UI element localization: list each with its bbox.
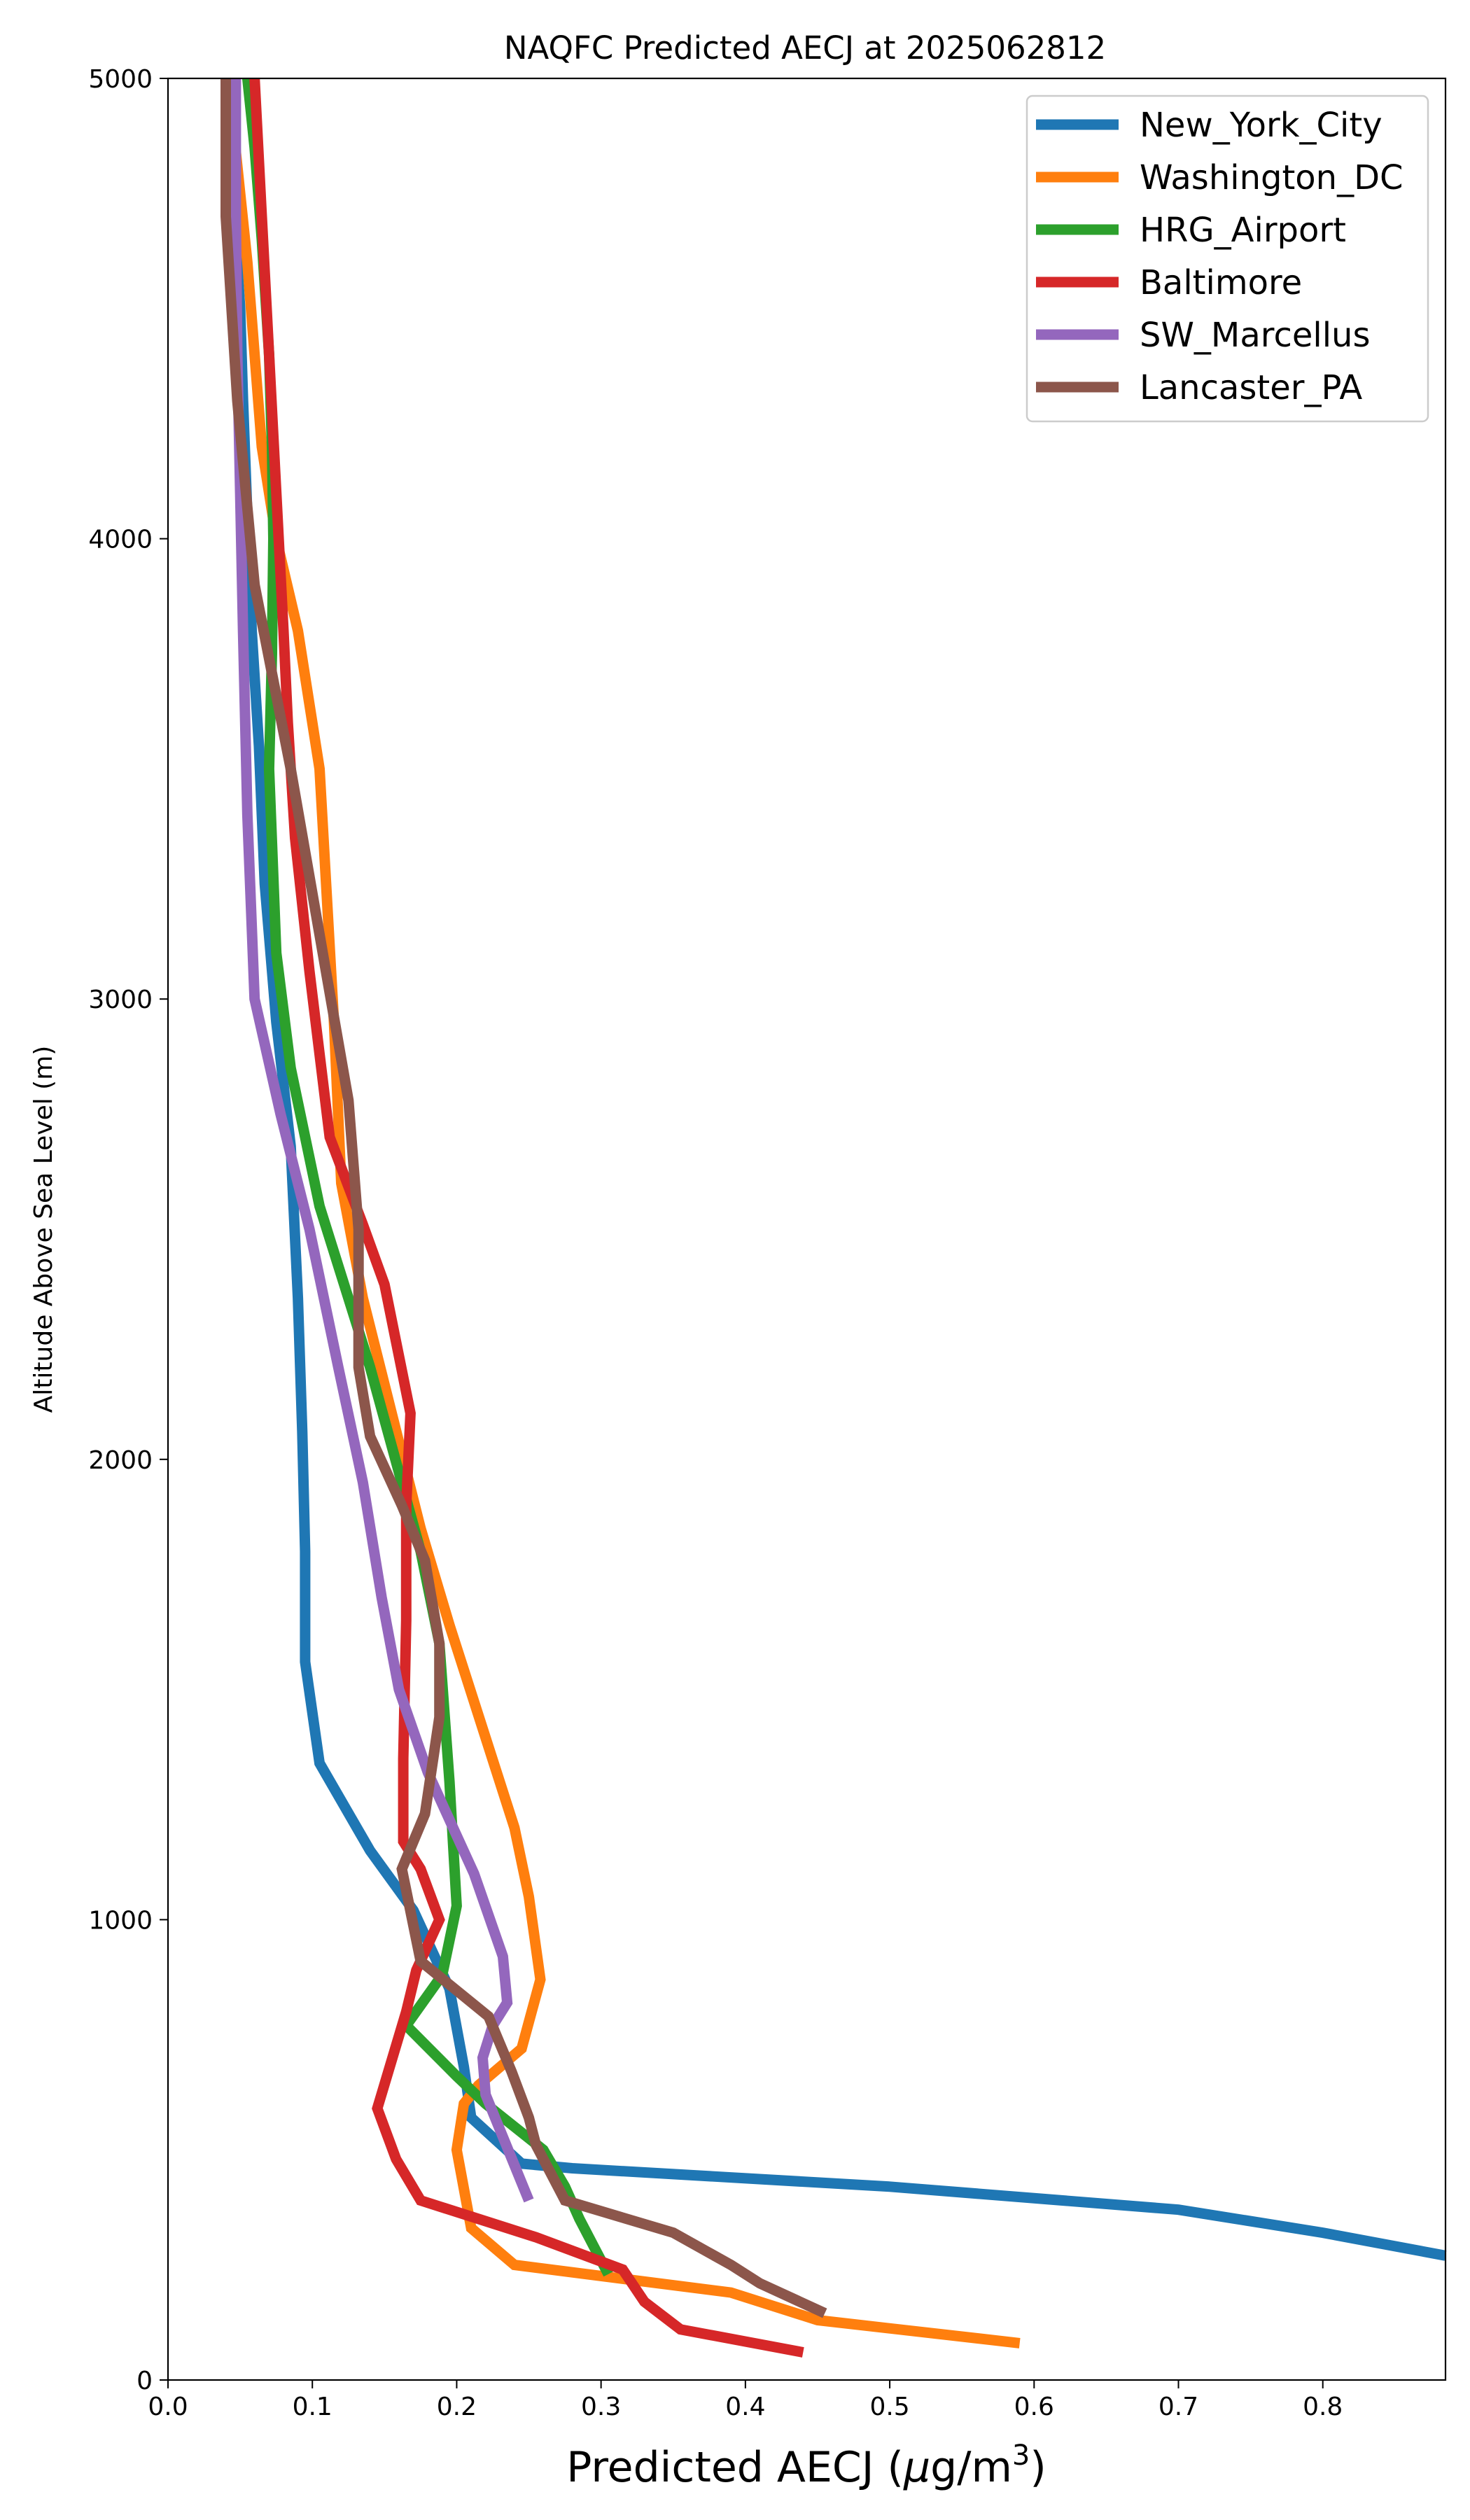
y-tick-label: 3000 [88,986,153,1014]
chart-title: NAQFC Predicted AECJ at 2025062812 [504,29,1106,66]
legend-label: Washington_DC [1140,158,1404,197]
legend-label: SW_Marcellus [1140,316,1370,355]
x-axis: 0.0 0.1 0.2 0.3 0.4 0.5 0.6 0.7 0.8 [148,2380,1343,2421]
plot-frame [167,77,1447,2381]
legend-label: HRG_Airport [1140,211,1346,250]
y-axis: 0 1000 2000 3000 4000 5000 [88,65,168,2395]
y-tick-label: 0 [136,2367,153,2395]
y-tick-label: 4000 [88,526,153,554]
x-tick-label: 0.1 [293,2393,332,2421]
plot-area [167,77,1447,2381]
legend-label: Baltimore [1140,263,1302,302]
x-tick-label: 0.7 [1158,2393,1198,2421]
legend-label: Lancaster_PA [1140,368,1362,407]
x-axis-label-suffix: ) [1030,2443,1046,2492]
x-tick-label: 0.0 [148,2393,188,2421]
series-line-washington-dc [220,77,1021,2348]
legend-items: New_York_City Washington_DC HRG_Airport Bal… [1036,106,1404,407]
series-line-sw-marcellus [230,78,534,2203]
x-axis-label-units: g/m [930,2443,1012,2492]
x-tick-label: 0.5 [869,2393,909,2421]
x-axis-label-superscript: 3 [1012,2440,1030,2472]
legend-label: New_York_City [1140,106,1382,145]
x-tick-label: 0.3 [581,2393,621,2421]
legend: New_York_City Washington_DC HRG_Airport Bal… [1026,94,1429,423]
series-line-baltimore [249,78,804,2358]
series-lines [220,77,1447,2358]
y-tick-label: 1000 [88,1906,153,1935]
x-tick-label: 0.2 [437,2393,477,2421]
x-tick-label: 0.4 [725,2393,765,2421]
plot-background [168,78,1446,2380]
y-tick-label: 5000 [88,65,153,94]
x-axis-label-mu: μ [903,2443,930,2492]
x-axis-label: Predicted AECJ (μg/m3) [566,2440,1046,2492]
x-axis-label-prefix: Predicted AECJ ( [566,2443,904,2492]
y-axis-label: Altitude Above Sea Level (m) [29,1046,58,1413]
series-line-lancaster-pa [220,78,827,2318]
x-tick-label: 0.8 [1303,2393,1343,2421]
x-tick-label: 0.6 [1014,2393,1054,2421]
y-tick-label: 2000 [88,1446,153,1475]
legend-box [1026,94,1429,423]
